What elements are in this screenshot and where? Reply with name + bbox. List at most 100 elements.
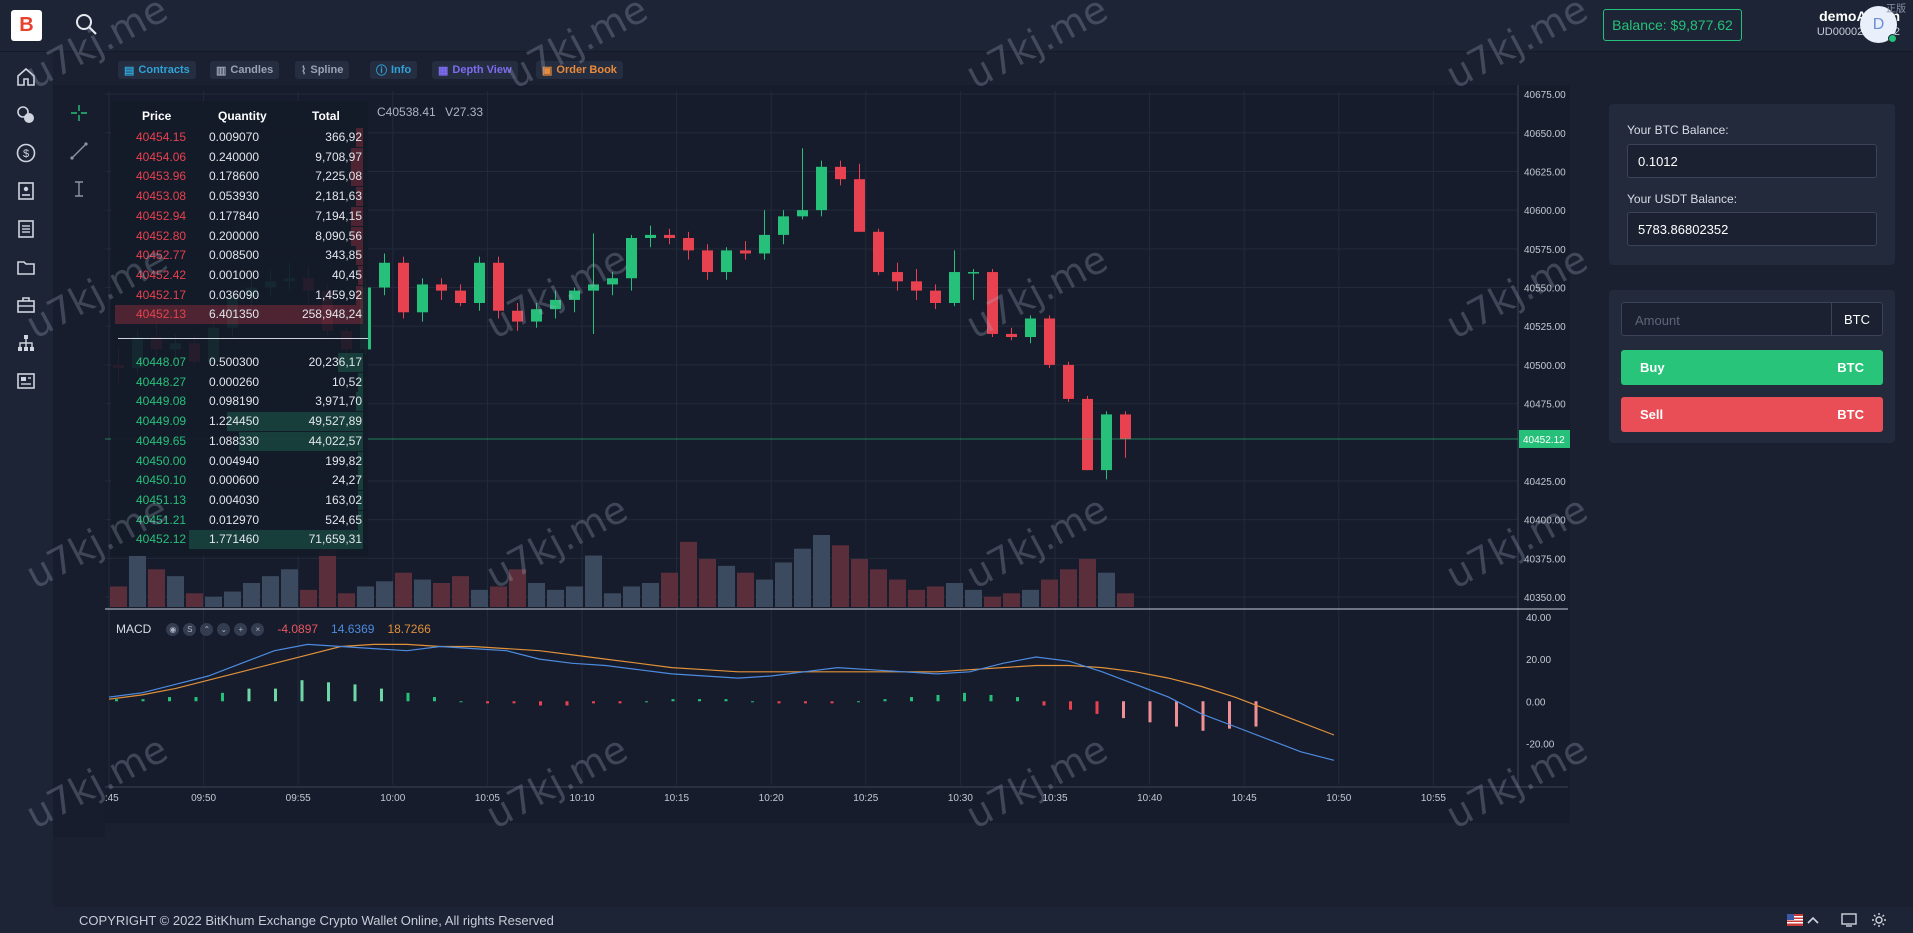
price-tick-label: 40650.00 bbox=[1524, 129, 1566, 140]
volume-bar bbox=[205, 596, 222, 607]
network-icon[interactable] bbox=[15, 332, 37, 354]
bid-row[interactable]: 40452.12 1.771460 71,659,31 bbox=[111, 530, 368, 550]
tab-contracts[interactable]: ▤ Contracts bbox=[118, 61, 196, 79]
ask-qty: 0.178600 bbox=[209, 169, 260, 184]
amount-unit: BTC bbox=[1831, 303, 1882, 335]
time-tick-label: 10:40 bbox=[1137, 793, 1162, 804]
bid-row[interactable]: 40451.13 0.004030 163,02 bbox=[111, 490, 368, 510]
btc-balance-field[interactable]: 0.1012 bbox=[1627, 144, 1877, 178]
tab-spline[interactable]: ⌇ Spline bbox=[295, 61, 350, 79]
price-tick-label: 40475.00 bbox=[1524, 400, 1566, 411]
ask-row[interactable]: 40452.80 0.200000 8,090,56 bbox=[111, 226, 368, 246]
macd-control-button[interactable]: ◉ bbox=[166, 622, 180, 636]
candle-body bbox=[1025, 318, 1036, 338]
ask-row[interactable]: 40452.13 6.401350 258,948,24 bbox=[111, 305, 368, 325]
macd-control-button[interactable]: ⌄ bbox=[217, 622, 231, 636]
ask-row[interactable]: 40452.17 0.036090 1,459,92 bbox=[111, 285, 368, 305]
tab-info[interactable]: ⓘ Info bbox=[370, 61, 418, 79]
volume-bar bbox=[414, 579, 431, 607]
bid-depth-bar bbox=[338, 353, 363, 372]
bid-row[interactable]: 40451.21 0.012970 524,65 bbox=[111, 510, 368, 530]
macd-histogram-bar bbox=[724, 699, 728, 702]
tab-order-book[interactable]: ▣ Order Book bbox=[536, 61, 623, 79]
bid-row[interactable]: 40449.65 1.088330 44,022,57 bbox=[111, 431, 368, 451]
volume-bar bbox=[908, 589, 925, 607]
volume-bar bbox=[585, 555, 602, 607]
ask-row[interactable]: 40452.42 0.001000 40,45 bbox=[111, 265, 368, 285]
ask-depth-bar bbox=[351, 206, 363, 226]
dollar-icon[interactable]: $ bbox=[15, 142, 37, 164]
ask-row[interactable]: 40452.77 0.008500 343,85 bbox=[111, 246, 368, 266]
bid-row[interactable]: 40448.27 0.000260 10,52 bbox=[111, 372, 368, 392]
bid-depth-bar bbox=[356, 392, 363, 412]
news-icon[interactable] bbox=[15, 370, 37, 392]
corner-label: 正版 bbox=[1886, 4, 1906, 15]
ask-depth-bar bbox=[351, 167, 363, 187]
time-tick-label: 10:00 bbox=[380, 793, 405, 804]
macd-histogram-bar bbox=[618, 701, 622, 704]
text-cursor-icon[interactable] bbox=[69, 179, 89, 199]
macd-histogram-bar bbox=[857, 701, 860, 703]
time-tick-label: 10:35 bbox=[1042, 793, 1067, 804]
bid-row[interactable]: 40450.10 0.000600 24,27 bbox=[111, 471, 368, 491]
macd-histogram-bar bbox=[353, 684, 357, 702]
candle-body bbox=[664, 234, 675, 239]
footer: COPYRIGHT © 2022 BitKhum Exchange Crypto… bbox=[53, 907, 1913, 933]
bid-row[interactable]: 40449.08 0.098190 3,971,70 bbox=[111, 392, 368, 412]
us-flag-icon[interactable] bbox=[1787, 914, 1803, 926]
amount-input[interactable]: Amount BTC bbox=[1621, 302, 1883, 336]
candle-body bbox=[512, 310, 523, 322]
macd-histogram-bar bbox=[1122, 701, 1125, 719]
bid-row[interactable]: 40448.07 0.500300 20,236,17 bbox=[111, 353, 368, 372]
ask-row[interactable]: 40452.94 0.177840 7,194,15 bbox=[111, 206, 368, 226]
usdt-balance-field[interactable]: 5783.86802352 bbox=[1627, 212, 1877, 246]
last-price-label: 40452.12 bbox=[1523, 435, 1565, 446]
balance-button[interactable]: Balance: $9,877.62 bbox=[1603, 9, 1742, 41]
bid-row[interactable]: 40449.09 1.224450 49,527,89 bbox=[111, 412, 368, 432]
ask-row[interactable]: 40453.96 0.178600 7,225,08 bbox=[111, 167, 368, 187]
settings-gear-icon[interactable] bbox=[1871, 912, 1887, 928]
tab-depth-view[interactable]: ▦ Depth View bbox=[432, 61, 518, 79]
buy-button[interactable]: Buy BTC bbox=[1621, 350, 1883, 385]
chevron-up-icon[interactable] bbox=[1807, 915, 1819, 925]
home-icon[interactable] bbox=[15, 66, 37, 88]
price-tick-label: 40375.00 bbox=[1524, 554, 1566, 565]
folder-icon[interactable] bbox=[15, 256, 37, 278]
tab-candles[interactable]: ▥ Candles bbox=[210, 61, 280, 79]
bid-depth-bar bbox=[227, 412, 363, 432]
volume-bar bbox=[1079, 559, 1096, 607]
macd-tick-label: 20.00 bbox=[1526, 655, 1551, 666]
bid-total: 44,022,57 bbox=[308, 433, 362, 448]
sell-button[interactable]: Sell BTC bbox=[1621, 397, 1883, 432]
app-logo[interactable]: B bbox=[11, 10, 42, 41]
macd-control-button[interactable]: ⌃ bbox=[200, 622, 214, 636]
account-icon[interactable] bbox=[15, 180, 37, 202]
search-icon[interactable] bbox=[74, 12, 98, 36]
bid-qty: 0.500300 bbox=[209, 355, 260, 369]
volume-bar bbox=[813, 535, 830, 607]
macd-control-button[interactable]: S bbox=[183, 622, 197, 636]
candle-body bbox=[949, 272, 960, 303]
crosshair-icon[interactable] bbox=[69, 103, 89, 123]
document-icon[interactable] bbox=[15, 218, 37, 240]
macd-histogram-bar bbox=[141, 699, 145, 702]
bid-row[interactable]: 40450.00 0.004940 199,82 bbox=[111, 451, 368, 471]
screen-icon[interactable] bbox=[1841, 913, 1857, 927]
coins-icon[interactable] bbox=[15, 104, 37, 126]
bid-depth-bar bbox=[189, 530, 363, 550]
macd-control-button[interactable]: × bbox=[251, 622, 265, 636]
ask-row[interactable]: 40454.15 0.009070 366,92 bbox=[111, 128, 368, 147]
macd-histogram-bar bbox=[565, 701, 569, 706]
tab-label: Candles bbox=[230, 64, 274, 76]
ask-row[interactable]: 40453.08 0.053930 2,181,63 bbox=[111, 187, 368, 207]
volume-bar bbox=[642, 583, 659, 607]
macd-histogram-bar bbox=[804, 701, 807, 704]
chart-ohlc-info: C40538.41 V27.33 bbox=[377, 105, 483, 119]
bid-qty: 0.098190 bbox=[209, 394, 260, 409]
macd-histogram-bar bbox=[221, 692, 224, 702]
trendline-icon[interactable] bbox=[69, 141, 89, 161]
macd-control-button[interactable]: + bbox=[234, 622, 248, 636]
macd-histogram-bar bbox=[1175, 701, 1178, 727]
ask-row[interactable]: 40454.06 0.240000 9,708,97 bbox=[111, 147, 368, 167]
briefcase-icon[interactable] bbox=[15, 294, 37, 316]
